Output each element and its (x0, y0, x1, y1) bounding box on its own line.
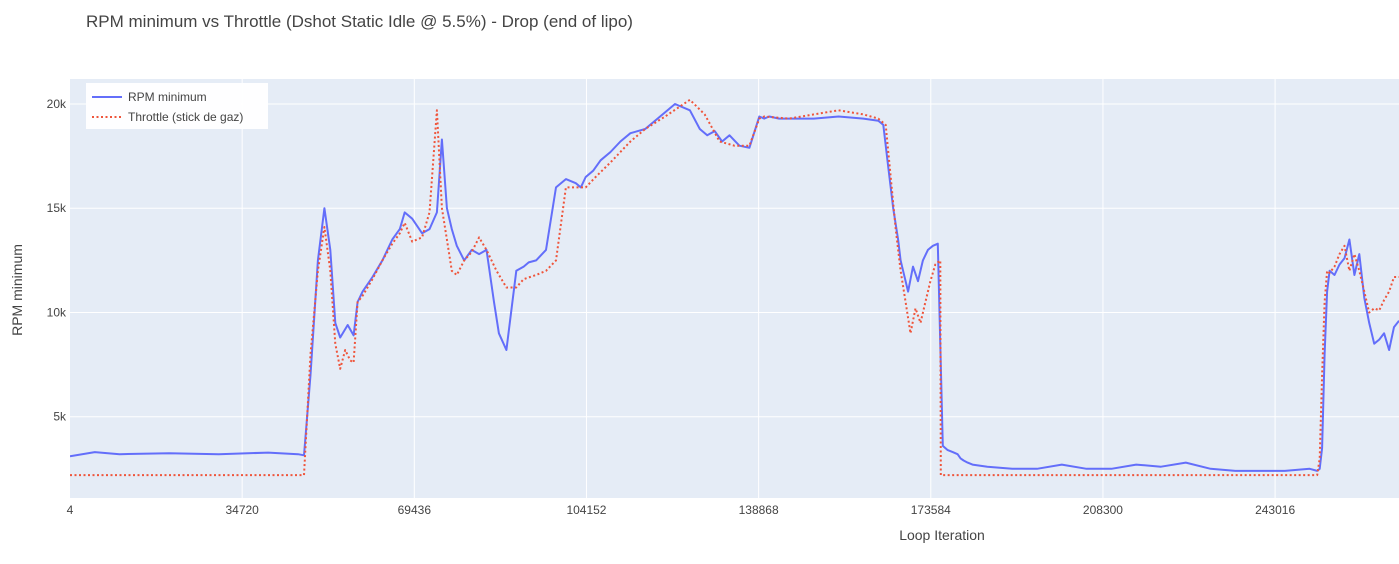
y-tick-label: 5k (53, 410, 67, 424)
legend: RPM minimum Throttle (stick de gaz) (86, 83, 268, 129)
y-tick-label: 20k (47, 97, 67, 111)
series-line-rpm-minimum (70, 103, 1399, 472)
y-tick-label: 10k (47, 305, 67, 319)
x-tick-label: 4 (67, 503, 74, 517)
x-tick-label: 208300 (1083, 503, 1123, 517)
y-axis-title: RPM minimum (9, 244, 25, 336)
y-tick-label: 15k (47, 201, 67, 215)
series-layer (70, 98, 1399, 477)
x-tick-label: 138868 (739, 503, 779, 517)
y-axis-ticks: 5k 10k 15k 20k (47, 97, 67, 424)
x-tick-label: 173584 (911, 503, 951, 517)
x-tick-label: 34720 (225, 503, 259, 517)
x-axis-ticks: 4 34720 69436 104152 138868 173584 208300 24301… (67, 503, 1296, 517)
x-axis-title: Loop Iteration (899, 527, 985, 543)
x-tick-label: 69436 (398, 503, 432, 517)
legend-box (86, 83, 268, 129)
chart-title: RPM minimum vs Throttle (Dshot Static Id… (86, 12, 633, 31)
x-tick-label: 104152 (566, 503, 606, 517)
gridlines (70, 79, 1399, 498)
legend-label-throttle[interactable]: Throttle (stick de gaz) (128, 110, 243, 124)
plot-area (70, 79, 1399, 498)
series-line-throttle (70, 98, 1399, 477)
x-tick-label: 243016 (1255, 503, 1295, 517)
legend-label-rpm-minimum[interactable]: RPM minimum (128, 90, 207, 104)
